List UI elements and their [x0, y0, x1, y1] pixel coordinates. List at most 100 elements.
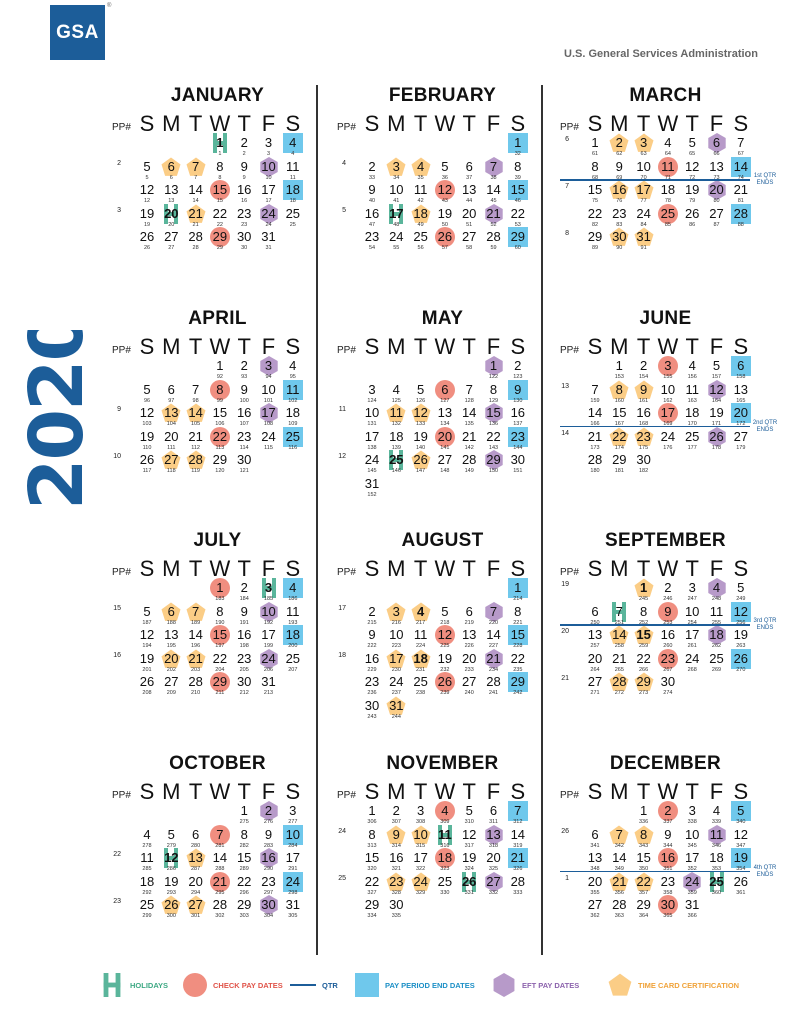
day-cell: 24 176	[656, 429, 680, 457]
julian-number: 56	[417, 245, 424, 251]
day-number: 3	[416, 803, 425, 818]
timecard-marker	[186, 848, 206, 873]
day-cell: 19 171	[705, 405, 729, 433]
day-cell: 27 179	[729, 429, 753, 457]
legend-ppend: PAY PERIOD END DATES	[355, 970, 475, 1000]
holiday-marker	[161, 848, 181, 873]
day-cell: 10 345	[680, 827, 704, 855]
eft-marker	[682, 871, 702, 897]
day-cell: 19 110	[135, 429, 159, 457]
day-number: 14	[188, 182, 203, 197]
quarter-end-line	[560, 870, 750, 872]
julian-number: 102	[288, 397, 298, 404]
timecard-marker	[411, 825, 431, 850]
pay-period-number: 24	[338, 827, 346, 835]
month-name: MAY	[421, 308, 464, 329]
julian-number: 281	[215, 842, 225, 849]
weekday-header: T	[462, 779, 476, 804]
check-marker	[209, 871, 230, 897]
julian-number: 277	[288, 819, 298, 825]
day-cell: 12 103	[135, 405, 159, 433]
weekday-header: F	[486, 334, 501, 359]
julian-number: 234	[488, 666, 499, 673]
day-cell: 13 13	[159, 182, 183, 210]
day-number: 12	[413, 405, 428, 420]
day-cell: 11 102	[281, 379, 305, 410]
day-cell: 20 20	[159, 203, 183, 234]
day-cell: 3 124	[360, 382, 384, 410]
day-number: 26	[709, 428, 724, 444]
julian-number: 178	[711, 444, 722, 451]
day-cell: 9 40	[360, 182, 384, 210]
day-cell: 17 230	[384, 649, 408, 679]
day-number: 3	[688, 803, 696, 818]
day-cell: 21 356	[607, 872, 631, 902]
day-cell: 21 234	[482, 648, 506, 679]
day-number: 8	[216, 603, 224, 619]
julian-number: 296	[239, 889, 249, 896]
timecard-marker	[609, 625, 629, 650]
julian-number: 145	[367, 468, 377, 474]
day-cell: 5 340	[729, 801, 753, 831]
day-cell: 10 101	[257, 382, 281, 410]
julian-number: 154	[639, 374, 649, 380]
julian-number: 332	[488, 889, 499, 896]
julian-number: 89	[591, 245, 599, 251]
day-cell: 12 225	[433, 625, 457, 655]
julian-number: 176	[663, 444, 673, 451]
day-cell: 29 364	[632, 897, 656, 925]
julian-number: 235	[513, 666, 523, 673]
weekday-header: T	[188, 111, 203, 136]
legend-label: EFT PAY DATES	[522, 980, 580, 990]
ppend-marker	[282, 379, 303, 405]
julian-number: 292	[142, 889, 152, 896]
day-number: 24	[389, 229, 404, 244]
day-cell: 23 205	[232, 651, 256, 679]
day-number: 6	[167, 603, 175, 619]
day-cell: 30 335	[384, 897, 408, 925]
julian-number: 173	[590, 444, 600, 451]
day-cell: 22 266	[632, 651, 656, 679]
timecard-marker	[411, 157, 431, 182]
day-number: 2	[615, 135, 623, 150]
day-number: 1	[514, 135, 522, 150]
day-number: 15	[486, 405, 501, 420]
julian-number: 150	[488, 468, 499, 474]
day-number: 19	[684, 182, 700, 197]
day-number: 3	[264, 135, 273, 150]
ppend-marker	[730, 203, 751, 229]
julian-number: 74	[737, 174, 744, 181]
day-number: 30	[660, 674, 676, 689]
julian-number: 333	[513, 889, 523, 896]
weekday-header: T	[413, 334, 428, 359]
julian-number: 240	[464, 690, 474, 696]
day-cell: 24 298	[281, 871, 305, 902]
julian-number: 73	[713, 174, 720, 181]
day-number: 21	[587, 428, 603, 444]
legend-timecard: TIME CARD CERTIFICATION	[608, 970, 739, 1000]
day-cell: 15 289	[232, 850, 256, 878]
day-number: 13	[164, 627, 179, 642]
legend-label: PAY PERIOD END DATES	[385, 980, 475, 990]
day-number: 29	[587, 229, 603, 244]
day-number: 22	[364, 873, 380, 889]
day-number: 18	[413, 205, 428, 221]
julian-number: 232	[440, 666, 450, 673]
day-cell: 1 122	[482, 356, 506, 386]
holiday-marker	[386, 203, 406, 229]
day-number: 18	[285, 627, 301, 642]
timecard-marker	[609, 672, 629, 697]
day-cell: 31 244	[384, 696, 408, 726]
day-number: 4	[143, 826, 151, 842]
day-number: 6	[167, 381, 175, 397]
weekday-header: T	[237, 111, 251, 136]
day-number: 2	[264, 803, 273, 818]
day-number: 25	[709, 650, 724, 666]
legend-label: CHECK PAY DATES	[213, 980, 283, 990]
day-number: 19	[461, 850, 477, 865]
julian-number: 36	[441, 174, 448, 181]
day-cell: 4 217	[409, 602, 433, 632]
day-cell: 4 35	[409, 157, 433, 187]
day-number: 22	[212, 205, 228, 221]
day-cell: 28 180	[583, 452, 607, 480]
